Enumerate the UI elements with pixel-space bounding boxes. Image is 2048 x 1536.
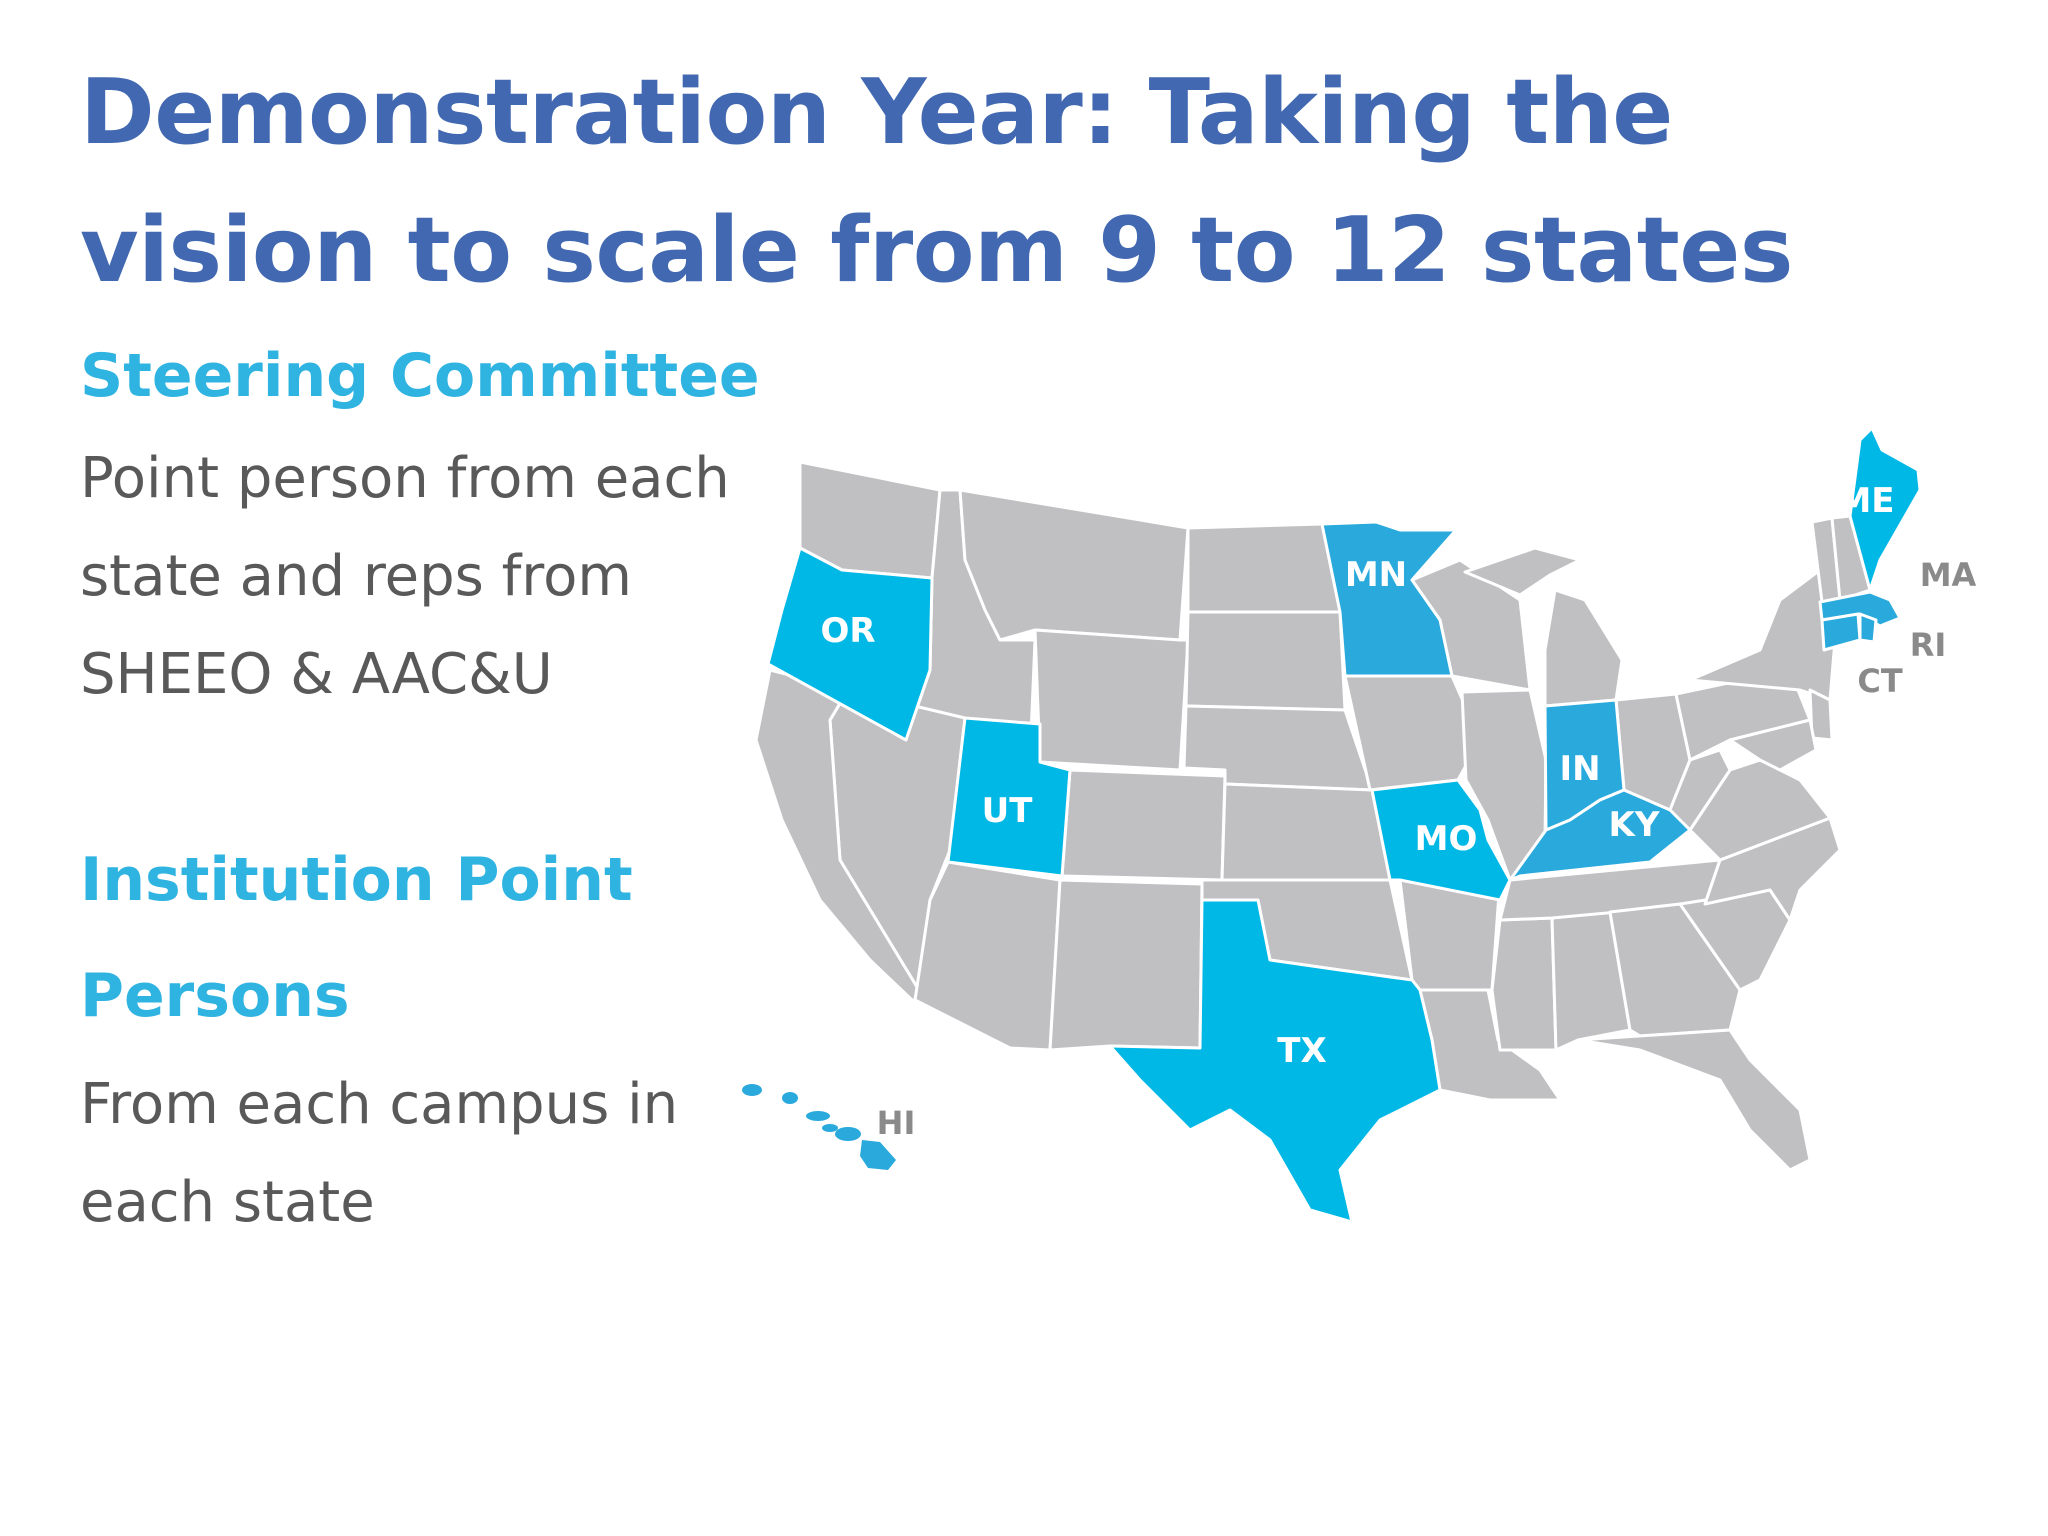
state-sd xyxy=(1184,610,1347,712)
label-ma: MA xyxy=(1920,556,1977,594)
state-or xyxy=(766,546,934,742)
state-mn xyxy=(1320,520,1458,678)
state-hi xyxy=(742,1084,896,1170)
state-mt xyxy=(958,488,1190,642)
state-ct xyxy=(1820,612,1862,652)
state-ms xyxy=(1490,916,1558,1052)
state-nm xyxy=(1048,878,1204,1052)
state-co xyxy=(1060,768,1227,882)
state-fl xyxy=(1576,1028,1812,1172)
label-me: ME xyxy=(1837,481,1894,521)
state-ny xyxy=(1688,568,1837,702)
label-mn: MN xyxy=(1345,555,1407,595)
state-ks xyxy=(1220,782,1392,882)
state-ri xyxy=(1858,612,1878,644)
label-hi: HI xyxy=(877,1104,916,1142)
state-ky xyxy=(1508,788,1692,882)
label-in: IN xyxy=(1559,749,1600,789)
label-ut: UT xyxy=(982,791,1034,831)
institution-point-persons-text: From each campus in each state xyxy=(80,1072,679,1235)
label-ri: RI xyxy=(1910,626,1947,664)
label-ky: KY xyxy=(1609,805,1660,845)
institution-point-persons-heading: Institution Point Persons xyxy=(80,845,633,1031)
label-mo: MO xyxy=(1415,819,1478,859)
state-md xyxy=(1728,718,1818,772)
state-nd xyxy=(1186,522,1342,614)
state-wy xyxy=(1033,628,1190,772)
state-tx xyxy=(1108,898,1442,1224)
state-ut xyxy=(946,716,1072,878)
label-ct: CT xyxy=(1857,662,1902,700)
state-me xyxy=(1848,426,1922,592)
state-ia xyxy=(1343,674,1482,792)
state-az xyxy=(913,860,1062,1052)
slide-title: Demonstration Year: Taking the vision to… xyxy=(80,60,1793,303)
label-tx: TX xyxy=(1277,1031,1326,1071)
label-or: OR xyxy=(820,611,875,651)
steering-committee-heading: Steering Committee xyxy=(80,341,760,411)
steering-committee-text: Point person from each state and reps fr… xyxy=(80,446,730,707)
